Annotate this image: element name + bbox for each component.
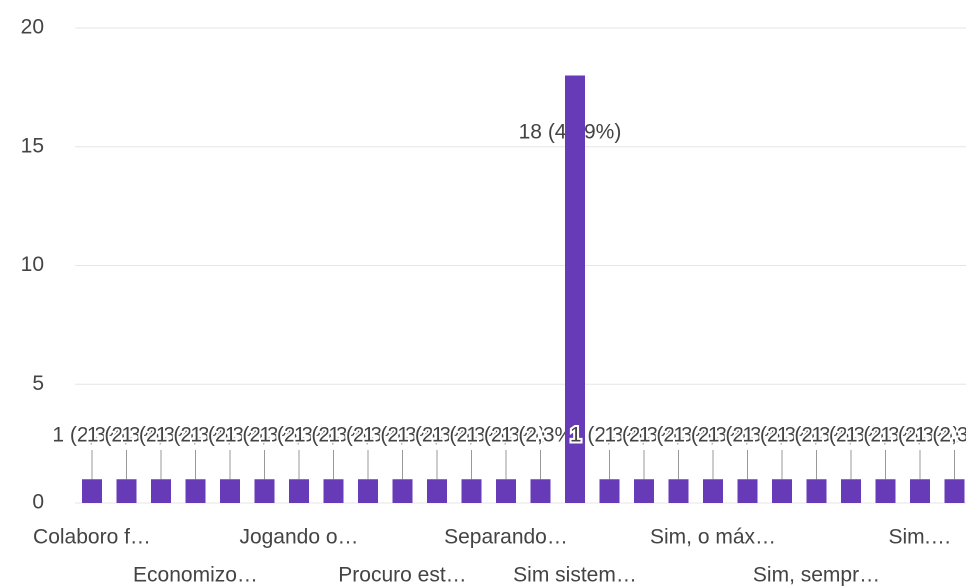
data-label: 1 (2,3%) [846, 424, 925, 447]
data-label: 1 (2,3%) [708, 424, 787, 447]
data-label: 1 (2,3%) [777, 424, 856, 447]
bar [82, 479, 102, 503]
bar [323, 479, 344, 503]
data-label: 1 (2,3%) [52, 424, 131, 447]
data-label: 1 (2,3%) [397, 424, 476, 447]
bar [806, 479, 827, 503]
data-label: 1 (2,3%) [570, 424, 649, 447]
bar [116, 479, 137, 503]
bar [944, 479, 965, 503]
bar [461, 479, 482, 503]
x-tick-label: Jogando o… [239, 526, 358, 549]
data-label: 1 (2,3%) [466, 424, 545, 447]
data-label: 1 (2,3%) [742, 424, 821, 447]
bar [427, 479, 447, 503]
x-tick-label: Separando… [444, 526, 568, 549]
data-label: 1 (2,3%) [363, 424, 442, 447]
y-tick-label: 10 [21, 253, 44, 276]
data-label: 1 (2,3%) [294, 424, 373, 447]
bar [392, 479, 413, 503]
bar [703, 479, 723, 503]
bar [254, 479, 275, 503]
data-label: 1 (2,3%) [259, 424, 338, 447]
data-label: 1 (2,3%) [432, 424, 511, 447]
bar [289, 479, 309, 503]
x-tick-label: Sim sistem… [513, 564, 637, 587]
bar [875, 479, 896, 503]
data-label: 1 (2,3%) [811, 424, 890, 447]
data-label: 1 (2,3%) [121, 424, 200, 447]
data-label: 1 (2,3%) [915, 424, 966, 447]
y-tick-label: 0 [32, 491, 44, 514]
bar [358, 479, 378, 503]
x-tick-label: Colaboro f… [33, 526, 151, 549]
bar [772, 479, 792, 503]
bar [910, 479, 930, 503]
x-tick-label: Economizo… [133, 564, 258, 587]
bar [185, 479, 206, 503]
data-label: 1 (2,3%) [190, 424, 269, 447]
bar [530, 479, 551, 503]
x-tick-label: Sim.… [889, 526, 952, 549]
data-label: 1 (2,3%) [225, 424, 304, 447]
data-label: 1 (2,3%) [880, 424, 959, 447]
y-tick-label: 20 [21, 16, 44, 39]
data-label: 1 (2,3%) [673, 424, 752, 447]
bar [220, 479, 240, 503]
data-label: 1 (2,3%) [604, 424, 683, 447]
bar [668, 479, 689, 503]
data-label: 1 (2,3%) [156, 424, 235, 447]
y-tick-label: 5 [32, 372, 44, 395]
data-label: 1 (2,3%) [639, 424, 718, 447]
y-tick-label: 15 [21, 134, 44, 157]
bar [565, 75, 585, 503]
bar [599, 479, 620, 503]
x-tick-label: Sim, sempr… [753, 564, 880, 587]
x-tick-label: Procuro est… [338, 564, 466, 587]
bar [841, 479, 861, 503]
bar [737, 479, 758, 503]
bar [496, 479, 516, 503]
bar [151, 479, 171, 503]
data-label: 1 (2,3%) [328, 424, 407, 447]
bar [634, 479, 654, 503]
data-label: 1 (2,3%) [87, 424, 166, 447]
x-tick-label: Sim, o máx… [650, 526, 776, 549]
